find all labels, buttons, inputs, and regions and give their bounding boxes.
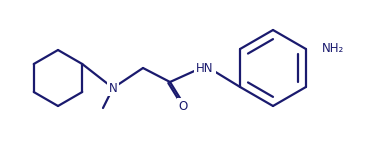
Text: HN: HN xyxy=(196,61,214,74)
Text: O: O xyxy=(178,100,188,113)
Text: NH₂: NH₂ xyxy=(322,42,344,55)
Text: N: N xyxy=(108,81,117,94)
